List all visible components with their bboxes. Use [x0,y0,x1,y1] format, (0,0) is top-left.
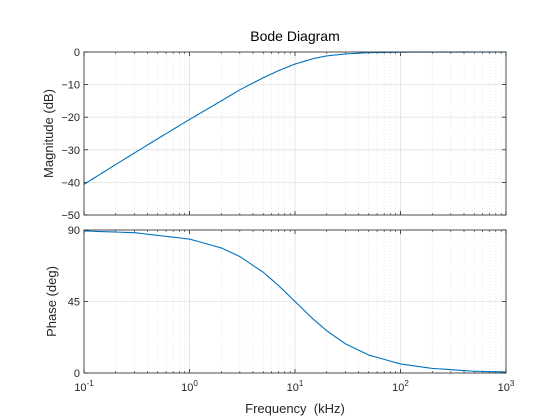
magnitude-axes-box [83,51,507,216]
x-tick-label: 103 [498,379,515,394]
phase-series-line [83,230,507,373]
x-tick-label-exponent: 2 [404,379,409,388]
phase-panel: 0 45 90 Phase (deg) [44,225,507,380]
magnitude-ytick-label: −30 [61,145,80,157]
magnitude-series-line [83,51,506,185]
magnitude-ytick-label: −50 [61,210,80,222]
x-tick-label-base: 10 [392,382,404,394]
x-axis-label: Frequency (kHz) [245,401,345,416]
x-tick-label-base: 10 [181,382,193,394]
x-tick-label-base: 10 [74,382,86,394]
phase-y-axis-label: Phase (deg) [44,266,59,337]
x-tick-label-exponent: 3 [510,379,515,388]
magnitude-panel: 0 −10 −20 −30 −40 −50 Magnitude (dB) [41,47,507,222]
x-tick-label-base: 10 [287,382,299,394]
x-tick-label: 102 [392,379,409,394]
phase-ytick-label: 90 [68,225,80,237]
phase-ytick-label: 45 [68,297,80,309]
x-tick-label-exponent: -1 [87,379,95,388]
magnitude-y-axis-label: Magnitude (dB) [41,89,56,178]
magnitude-ytick-label: −40 [61,177,80,189]
magnitude-ytick-label: 0 [74,47,80,59]
chart-title: Bode Diagram [250,28,340,44]
phase-ytick-label: 0 [74,368,80,380]
x-tick-label-exponent: 1 [299,379,304,388]
x-tick-label: 101 [287,379,304,394]
magnitude-ytick-label: −20 [61,112,80,124]
x-tick-label-base: 10 [498,382,510,394]
x-tick-label: 100 [181,379,198,394]
magnitude-ytick-label: −10 [61,80,80,92]
phase-axes-box [83,229,507,374]
x-tick-label-exponent: 0 [193,379,198,388]
x-tick-label: 10-1 [74,379,94,394]
